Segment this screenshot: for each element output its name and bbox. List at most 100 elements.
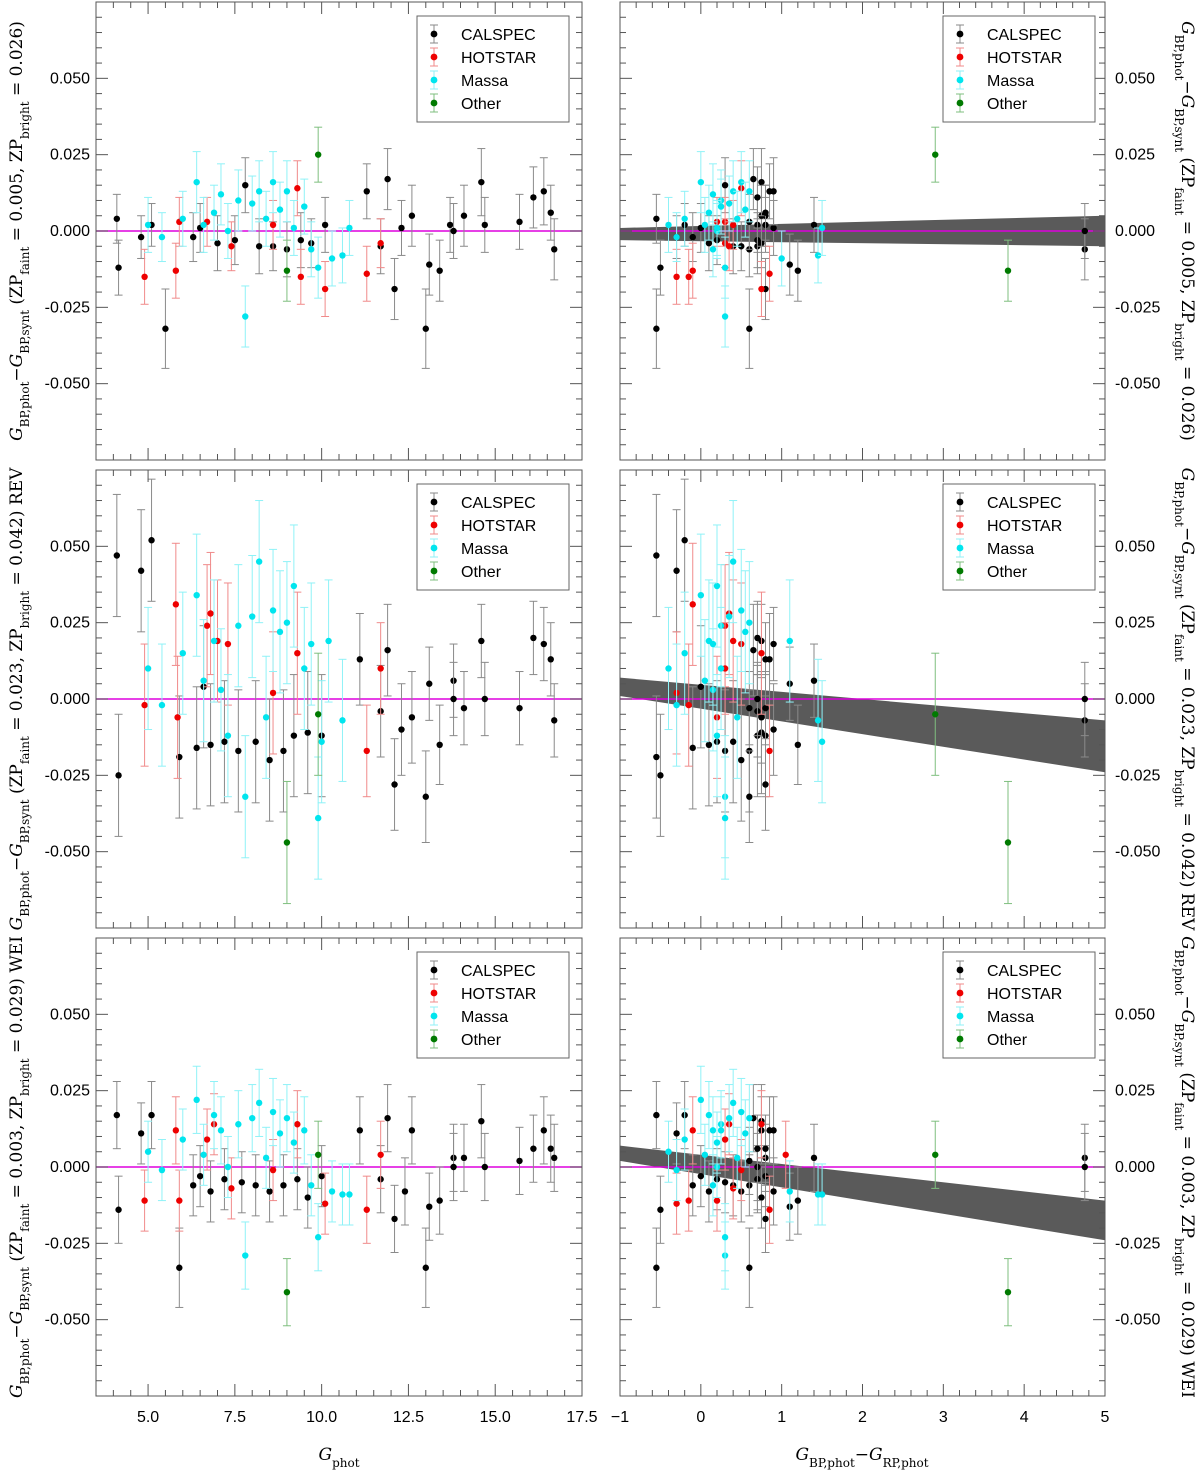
point-hotstar-8 bbox=[673, 273, 680, 280]
point-calspec-35 bbox=[1081, 1163, 1088, 1171]
point-calspec-31 bbox=[530, 194, 537, 201]
legend-label-calspec: CALSPEC bbox=[987, 27, 1062, 44]
point-massa-4 bbox=[697, 1096, 705, 1104]
point-other-2 bbox=[283, 1288, 291, 1296]
legend-label-calspec: CALSPEC bbox=[461, 27, 536, 44]
point-calspec-2 bbox=[115, 772, 122, 779]
point-massa-19 bbox=[709, 640, 717, 648]
y-axis-label-text: GBP,phot−GBP,synt (ZPfaint = 0.005, ZPbr… bbox=[1172, 21, 1197, 441]
legend-box bbox=[416, 15, 570, 123]
legend-label-other: Other bbox=[461, 564, 502, 581]
point-calspec-21 bbox=[401, 1188, 409, 1195]
point-calspec-20 bbox=[391, 781, 398, 788]
point-massa-19 bbox=[709, 246, 717, 253]
point-hotstar-6 bbox=[729, 221, 737, 229]
point-massa-2 bbox=[158, 233, 166, 241]
point-calspec-1 bbox=[653, 1111, 660, 1119]
point-calspec-33 bbox=[762, 656, 769, 663]
point-calspec-6 bbox=[689, 744, 696, 752]
point-massa-15 bbox=[276, 1130, 284, 1137]
point-massa-4 bbox=[697, 591, 705, 599]
point-calspec-27 bbox=[460, 704, 468, 712]
point-calspec-4 bbox=[148, 1111, 155, 1119]
point-massa-12 bbox=[255, 1099, 263, 1107]
point-hotstar-5 bbox=[207, 610, 214, 617]
point-calspec-8 bbox=[705, 1188, 713, 1195]
legend-box bbox=[942, 951, 1096, 1059]
point-massa-14 bbox=[738, 1108, 745, 1116]
y-tick-label: 0.050 bbox=[1115, 1006, 1155, 1023]
point-massa-9 bbox=[235, 622, 242, 629]
y-tick-label: -0.025 bbox=[1115, 1235, 1160, 1252]
x-tick-label: 15.0 bbox=[480, 1409, 511, 1426]
point-calspec-5 bbox=[653, 753, 660, 761]
point-massa-5 bbox=[200, 677, 207, 684]
point-calspec-24 bbox=[786, 261, 793, 268]
point-massa-16 bbox=[746, 188, 753, 195]
x-axis-label-right: GBP,phot−GRP,phot bbox=[795, 1445, 928, 1470]
point-calspec-6 bbox=[190, 1182, 197, 1189]
point-calspec-31 bbox=[754, 634, 761, 642]
legend-marker bbox=[430, 53, 438, 61]
point-hotstar-8 bbox=[294, 1121, 301, 1128]
point-massa-5 bbox=[200, 1151, 207, 1158]
x-tick-label: 4 bbox=[1020, 1409, 1029, 1426]
point-calspec-14 bbox=[294, 1176, 301, 1183]
point-calspec-15 bbox=[304, 1194, 311, 1201]
point-calspec-6 bbox=[689, 1182, 696, 1189]
point-massa-19 bbox=[308, 246, 315, 253]
point-calspec-10 bbox=[721, 182, 729, 189]
point-calspec-9 bbox=[221, 1176, 228, 1183]
point-calspec-32 bbox=[540, 188, 548, 195]
point-other-1 bbox=[932, 711, 939, 718]
legend-marker bbox=[430, 76, 438, 84]
point-massa-14 bbox=[738, 178, 745, 186]
legend-label-other: Other bbox=[987, 96, 1028, 113]
point-massa-22 bbox=[814, 252, 822, 259]
point-massa-3 bbox=[681, 1136, 688, 1143]
point-massa-17 bbox=[290, 582, 298, 590]
point-calspec-35 bbox=[450, 695, 457, 703]
point-massa-7 bbox=[217, 191, 225, 198]
point-calspec-21 bbox=[398, 726, 405, 733]
point-calspec-32 bbox=[540, 640, 548, 648]
point-massa-11 bbox=[249, 1114, 256, 1122]
y-tick-label: 0.025 bbox=[1115, 1083, 1155, 1100]
point-calspec-25 bbox=[794, 741, 802, 748]
point-calspec-23 bbox=[422, 793, 429, 800]
point-calspec-20 bbox=[391, 1215, 398, 1223]
point-massa-8 bbox=[224, 1163, 232, 1171]
point-other-2 bbox=[1004, 267, 1012, 274]
point-calspec-5 bbox=[162, 325, 169, 332]
y-axis-label-text: GBP,phot−GBP,synt (ZPfaint = 0.003, ZPbr… bbox=[1172, 936, 1197, 1398]
point-calspec-10 bbox=[721, 1179, 729, 1186]
point-massa-13 bbox=[262, 215, 270, 222]
point-massa-5 bbox=[701, 677, 709, 684]
point-calspec-5 bbox=[653, 1264, 660, 1271]
point-calspec-2 bbox=[657, 772, 664, 779]
legend-label-massa: Massa bbox=[461, 541, 508, 558]
y-tick-label: 0.025 bbox=[50, 147, 90, 164]
point-calspec-19 bbox=[384, 175, 391, 183]
point-other-2 bbox=[1004, 839, 1012, 846]
legend-marker bbox=[956, 567, 964, 575]
point-hotstar-9 bbox=[758, 650, 765, 657]
point-hotstar-7 bbox=[269, 1166, 277, 1174]
point-calspec-12 bbox=[266, 1188, 273, 1195]
point-calspec-28 bbox=[478, 178, 485, 186]
point-calspec-27 bbox=[762, 704, 769, 712]
point-calspec-28 bbox=[478, 637, 485, 645]
x-tick-label: 17.5 bbox=[566, 1409, 597, 1426]
point-massa-15 bbox=[276, 628, 284, 636]
point-massa-10 bbox=[721, 313, 729, 320]
y-tick-label: 0.025 bbox=[50, 615, 90, 632]
point-calspec-22 bbox=[408, 1127, 416, 1134]
point-massa-18 bbox=[301, 1127, 308, 1134]
point-massa-4 bbox=[193, 178, 200, 186]
y-tick-label: 0.025 bbox=[1115, 147, 1155, 164]
y-tick-label: -0.050 bbox=[1115, 376, 1160, 393]
point-massa-21 bbox=[778, 255, 785, 262]
y-axis-label-left-r2: GBP,phot−GBP,synt (ZPfaint = 0.023, ZPbr… bbox=[7, 467, 32, 930]
x-axis-label-left: Gphot bbox=[318, 1445, 359, 1470]
